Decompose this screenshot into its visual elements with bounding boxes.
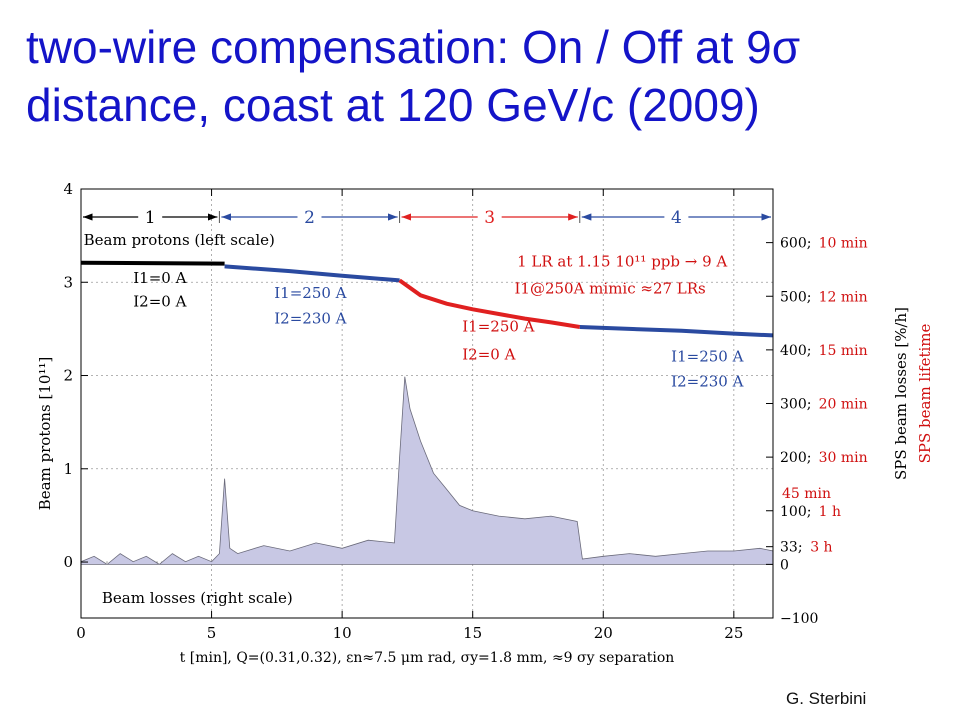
chart-annotation: I2=0 A [133, 293, 186, 311]
x-tick-label: 0 [76, 624, 86, 642]
y-tick-label-right: 500; [780, 289, 811, 305]
y-tick-label-left: 1 [63, 460, 73, 478]
x-tick-label: 25 [724, 624, 743, 642]
y-tick-label-right: 100; [780, 504, 811, 520]
phase-label: 2 [304, 208, 315, 228]
chart-annotation: I2=230 A [671, 373, 743, 391]
y-axis-label-lifetime: SPS beam lifetime [916, 323, 934, 463]
y-tick-label-left: 3 [63, 273, 73, 291]
chart-annotation: Beam protons (left scale) [84, 231, 275, 249]
lifetime-tick-label: 45 min [782, 486, 831, 502]
x-tick-label: 15 [463, 624, 482, 642]
protons-segment-3 [398, 278, 581, 329]
y-tick-label-left: 0 [63, 553, 73, 571]
protons-segment-4 [579, 325, 774, 338]
chart-annotation: 1 LR at 1.15 10¹¹ ppb → 9 A [517, 252, 727, 270]
chart-annotation: I1@250A mimic ≈27 LRs [514, 279, 705, 297]
phase-label: 1 [145, 208, 156, 228]
y-tick-label-right: 600; [780, 236, 811, 252]
y-tick-label-left: 2 [63, 367, 73, 385]
chart-annotation: I2=0 A [462, 346, 515, 364]
y-axis-label-right: SPS beam losses [%/h] [892, 307, 910, 480]
y-axis-label-left: Beam protons [10¹¹] [36, 357, 54, 511]
phase-label: 3 [484, 208, 495, 228]
phase-label: 4 [671, 208, 682, 228]
y-tick-label-right: 300; [780, 397, 811, 413]
x-tick-label: 5 [207, 624, 217, 642]
x-tick-label: 20 [594, 624, 613, 642]
protons-segment-2 [224, 264, 400, 283]
chart-annotation: I1=250 A [671, 348, 743, 366]
slide-title-line-1: two-wire compensation: On / Off at 9σ [26, 21, 801, 73]
slide-title-line-2: distance, coast at 120 GeV/c (2009) [26, 79, 760, 131]
chart-annotation: I1=250 A [274, 284, 346, 302]
y-tick-label-right: 400; [780, 343, 811, 359]
author-credit: G. Sterbini [786, 689, 867, 708]
lifetime-tick-label: 15 min [819, 343, 868, 359]
lifetime-tick-label: 3 h [810, 540, 832, 556]
slide-title: two-wire compensation: On / Off at 9σ di… [26, 18, 946, 134]
y-tick-label-right: 33; [780, 540, 803, 556]
y-tick-label-right: 200; [780, 450, 811, 466]
x-tick-label: 10 [333, 624, 352, 642]
y-tick-label-right: −100 [780, 611, 818, 627]
x-axis-label: t [min], Q=(0.31,0.32), εn≈7.5 μm rad, σ… [180, 650, 675, 666]
chart-annotation: I1=0 A [133, 269, 186, 287]
lifetime-tick-label: 1 h [819, 504, 841, 520]
y-tick-label-left: 4 [63, 180, 73, 198]
chart-annotation: I1=250 A [462, 318, 534, 336]
lifetime-tick-label: 10 min [819, 236, 868, 252]
y-tick-label-right: 0 [780, 557, 789, 573]
lifetime-tick-label: 12 min [819, 289, 868, 305]
chart-annotation: Beam losses (right scale) [102, 589, 293, 607]
losses-area [80, 376, 774, 565]
lifetime-tick-label: 30 min [819, 450, 868, 466]
lifetime-tick-label: 20 min [819, 397, 868, 413]
chart-annotation: I2=230 A [274, 309, 346, 327]
protons-segment-1 [80, 260, 225, 266]
